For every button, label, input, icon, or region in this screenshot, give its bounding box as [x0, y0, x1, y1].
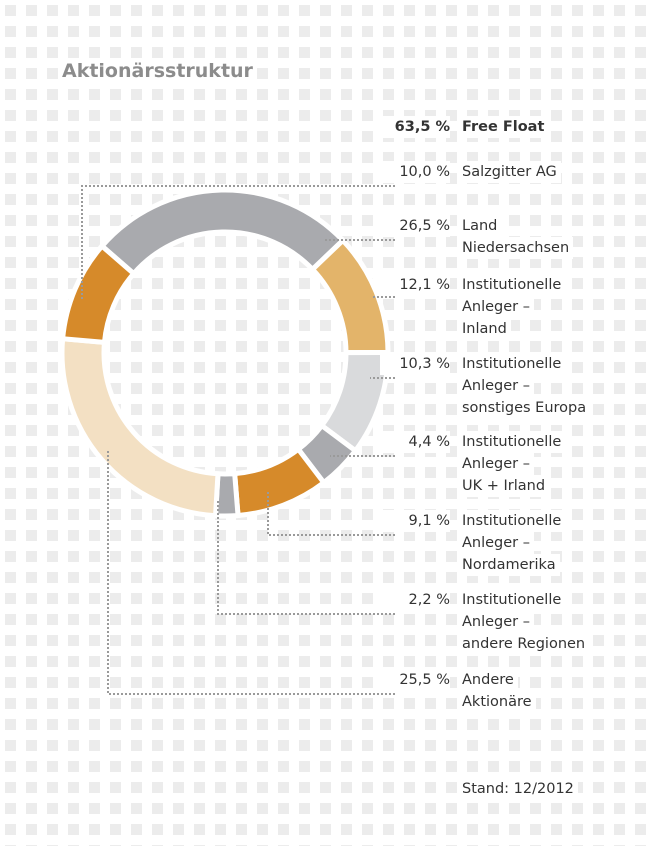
category-label: Institutionelle — [462, 274, 566, 296]
value-label: 10,0 % — [380, 161, 450, 183]
category-label: Inland — [462, 318, 511, 340]
category-label: Anleger – — [462, 611, 535, 633]
category-label: Andere — [462, 669, 518, 691]
leader-line — [217, 500, 395, 615]
category-label: Institutionelle — [462, 353, 566, 375]
category-label: Nordamerika — [462, 554, 560, 576]
category-label: Anleger – — [462, 532, 535, 554]
value-label: 4,4 % — [380, 431, 450, 453]
category-label: Salzgitter AG — [462, 161, 561, 183]
value-label: 25,5 % — [380, 669, 450, 691]
donut-segment — [98, 187, 347, 278]
value-label: 9,1 % — [380, 510, 450, 532]
leader-line — [81, 185, 395, 300]
leader-line — [107, 450, 395, 695]
category-label: UK + Irland — [462, 475, 550, 497]
category-label: Aktionäre — [462, 691, 536, 713]
leader-line — [267, 490, 395, 536]
category-label: andere Regionen — [462, 633, 590, 655]
category-label: Niedersachsen — [462, 237, 574, 259]
donut-segment — [308, 236, 391, 356]
category-label: Land — [462, 215, 502, 237]
category-label: Institutionelle — [462, 431, 566, 453]
category-label: Institutionelle — [462, 589, 566, 611]
category-label: Anleger – — [462, 453, 535, 475]
category-label: Anleger – — [462, 375, 535, 397]
value-label: 10,3 % — [380, 353, 450, 375]
value-label: 2,2 % — [380, 589, 450, 611]
category-label: Anleger – — [462, 296, 535, 318]
donut-segment — [59, 242, 138, 346]
summary-label: Free Float — [462, 116, 549, 138]
summary-value: 63,5 % — [380, 116, 450, 138]
chart-title: Aktionärsstruktur — [58, 58, 257, 84]
category-label: Institutionelle — [462, 510, 566, 532]
note: Stand: 12/2012 — [462, 778, 578, 800]
donut-segment — [59, 335, 221, 519]
value-label: 12,1 % — [380, 274, 450, 296]
category-label: sonstiges Europa — [462, 397, 591, 419]
value-label: 26,5 % — [380, 215, 450, 237]
